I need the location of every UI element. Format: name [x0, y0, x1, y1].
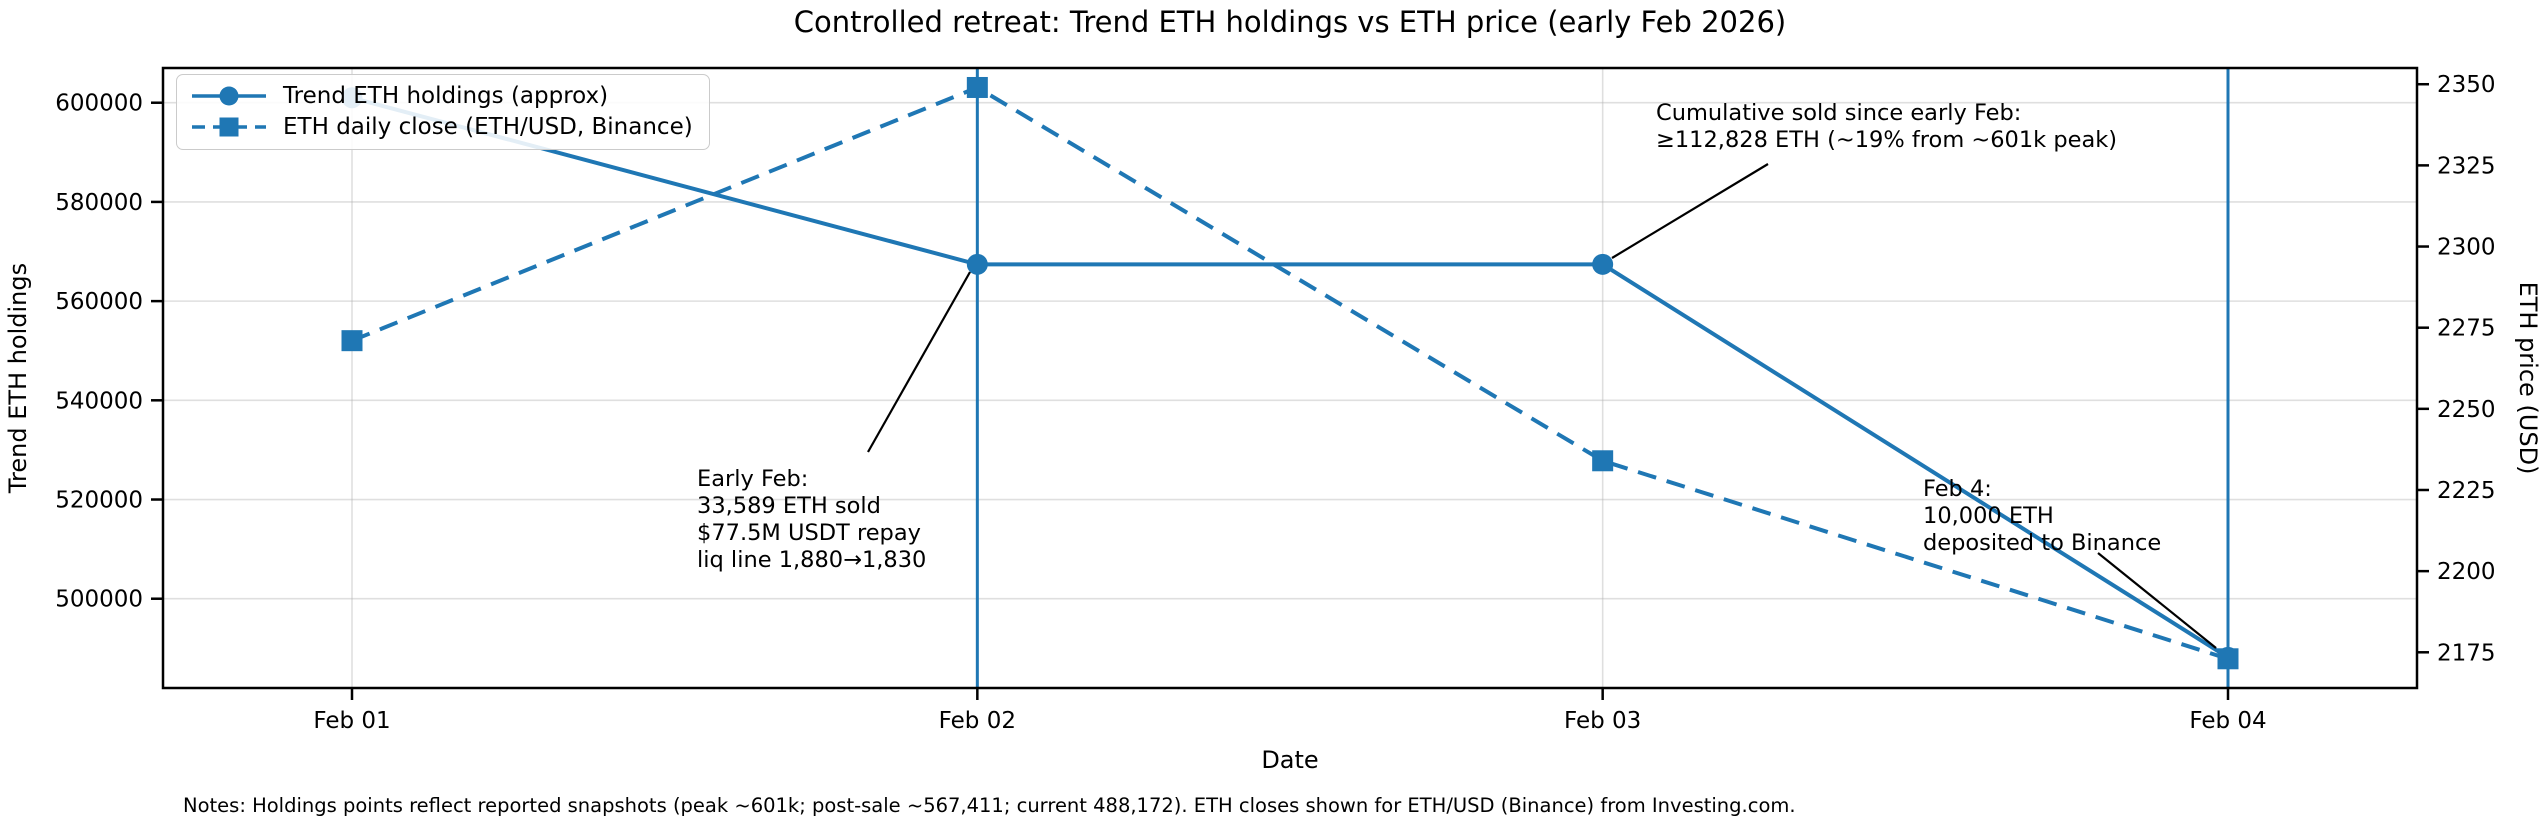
tick-label-left: 580000: [55, 190, 143, 216]
annotation-line-feb4: [2097, 552, 2217, 649]
data-point-square: [966, 76, 988, 98]
tick-label-x: Feb 02: [939, 708, 1016, 734]
tick-label-x: Feb 04: [2189, 708, 2266, 734]
tick-label-right: 2325: [2437, 153, 2496, 179]
annotation-cumulative: Cumulative sold since early Feb: ≥112,82…: [1656, 100, 2118, 153]
tick-label-right: 2225: [2437, 478, 2496, 504]
tick-label-left: 600000: [55, 91, 143, 117]
tick-label-right: 2300: [2437, 235, 2496, 261]
legend-line-circle-icon: [192, 86, 266, 106]
annotation-line-cumulative: [1611, 163, 1769, 259]
chart-title: Controlled retreat: Trend ETH holdings v…: [793, 5, 1787, 39]
series-line-1: [351, 85, 2229, 661]
annotation-early_feb: Early Feb: 33,589 ETH sold $77.5M USDT r…: [697, 466, 927, 573]
axes-frame: [161, 66, 2419, 690]
annotation-feb4: Feb 4: 10,000 ETH deposited to Binance: [1923, 476, 2162, 556]
y-axis-label-right: ETH price (USD): [2514, 282, 2541, 475]
tick-label-right: 2275: [2437, 316, 2496, 342]
series-line-0: [351, 95, 2230, 660]
legend-item-0: Trend ETH holdings (approx): [189, 83, 693, 109]
tick-label-left: 520000: [55, 488, 143, 514]
annotation-line-early_feb: [867, 271, 971, 453]
y-axis-label-left: Trend ETH holdings: [4, 263, 32, 494]
data-point-circle: [966, 253, 988, 275]
tick-label-left: 540000: [55, 388, 143, 414]
tick-label-right: 2200: [2437, 559, 2496, 585]
legend-line-square-icon: [192, 117, 266, 137]
data-point-circle: [1592, 253, 1614, 275]
chart-notes: Notes: Holdings points reflect reported …: [183, 794, 1796, 817]
x-axis-label: Date: [1261, 746, 1318, 774]
legend-label-0: Trend ETH holdings (approx): [283, 83, 609, 109]
tick-label-x: Feb 01: [313, 708, 390, 734]
tick-label-left: 500000: [55, 587, 143, 613]
tick-label-x: Feb 03: [1564, 708, 1641, 734]
tick-label-right: 2350: [2437, 72, 2496, 98]
tick-label-right: 2250: [2437, 397, 2496, 423]
legend-label-1: ETH daily close (ETH/USD, Binance): [283, 114, 693, 140]
tick-label-right: 2175: [2437, 640, 2496, 666]
data-point-square: [2217, 648, 2239, 670]
legend: Trend ETH holdings (approx) ETH daily clo…: [176, 74, 710, 150]
data-point-square: [1592, 450, 1614, 472]
tick-label-left: 560000: [55, 289, 143, 315]
legend-item-1: ETH daily close (ETH/USD, Binance): [189, 114, 693, 140]
data-point-square: [341, 330, 363, 352]
